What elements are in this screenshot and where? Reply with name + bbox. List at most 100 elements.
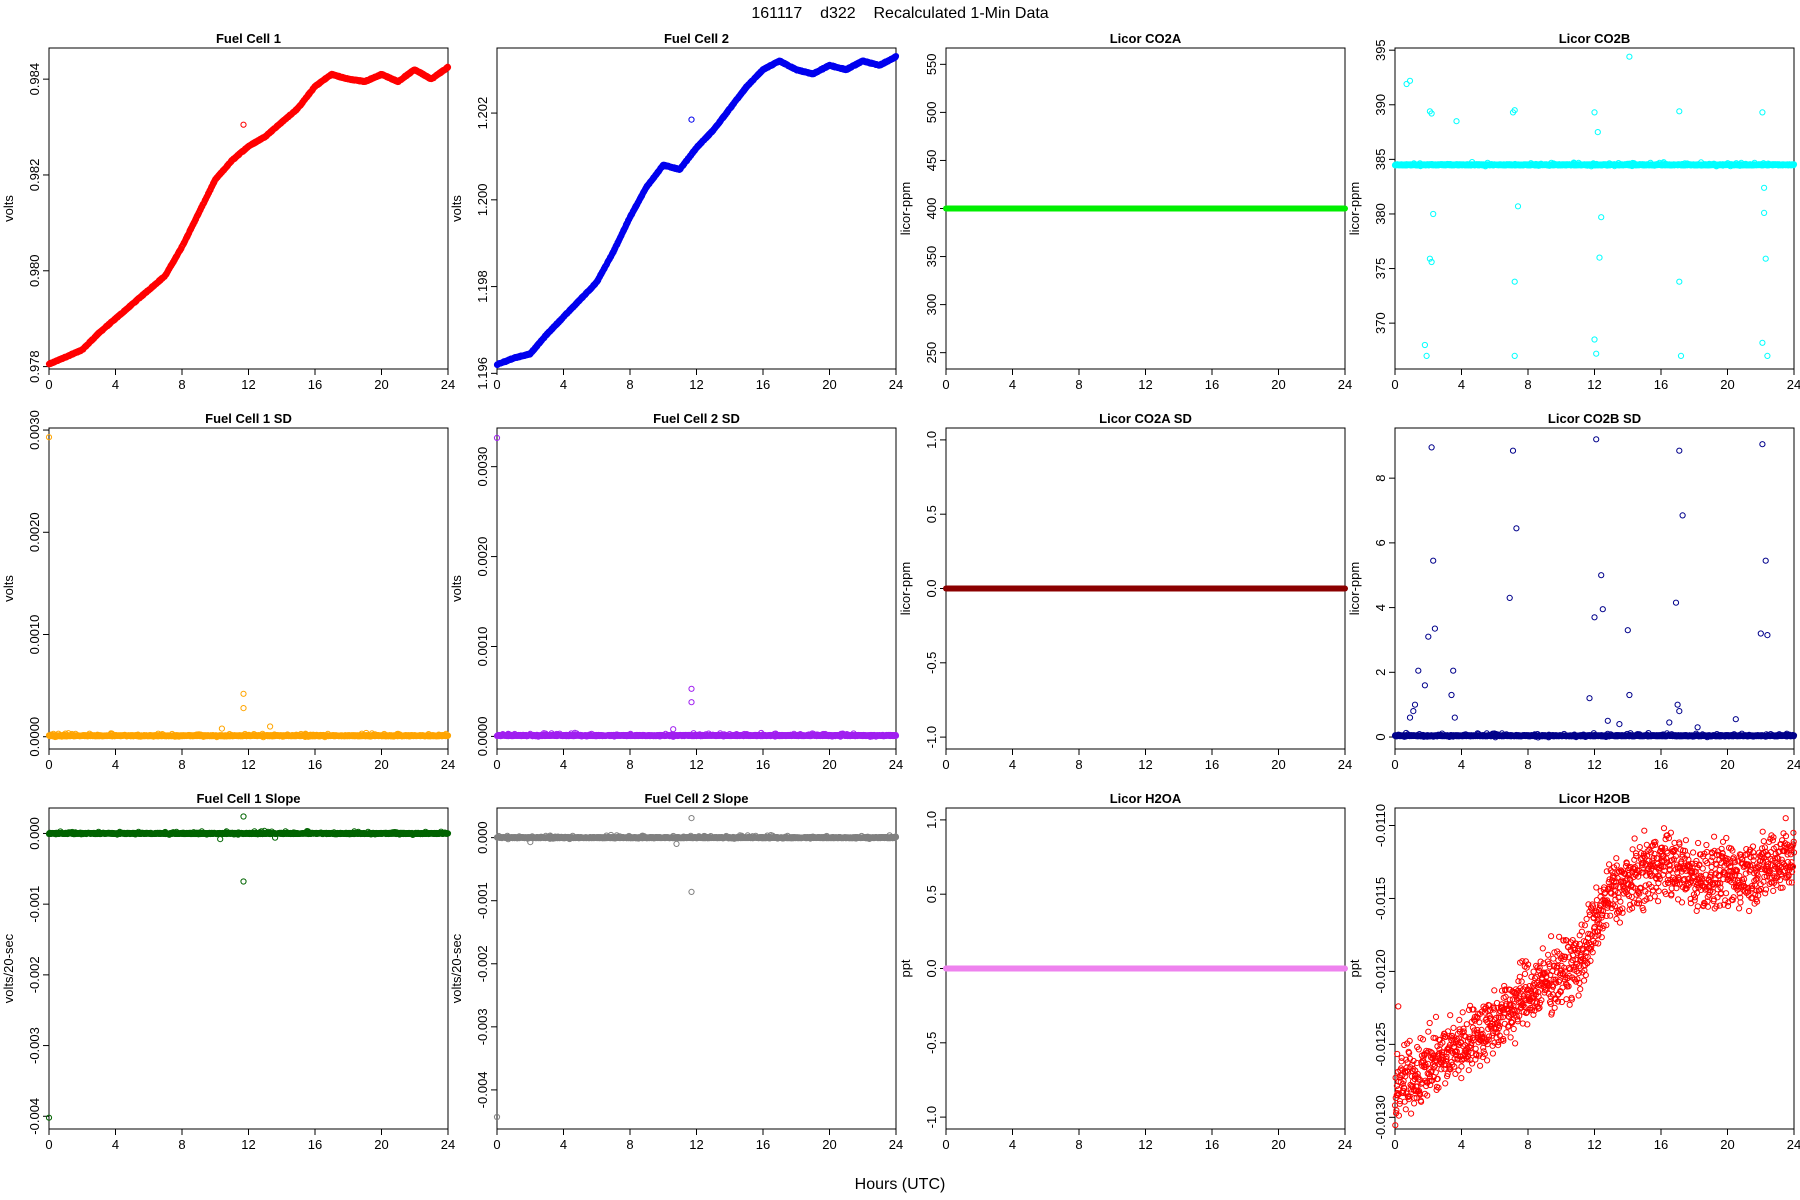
outlier-point — [1594, 129, 1601, 136]
y-tick-label: 390 — [1373, 94, 1388, 116]
x-tick-label: 4 — [560, 377, 567, 392]
x-tick-label: 8 — [1075, 377, 1082, 392]
data-points — [493, 53, 900, 369]
y-tick-label: 375 — [1373, 258, 1388, 280]
panel-grid: Fuel Cell 1 volts 0 4 8 12 16 20 24 0.978 0.980 0.9… — [1, 31, 1800, 1152]
x-tick-label: 20 — [822, 377, 836, 392]
y-tick-label: 1.198 — [475, 270, 490, 303]
x-tick-label: 24 — [1787, 377, 1800, 392]
panel-3: Licor CO2A licor-ppm 0 4 8 12 16 20 24 250 300 350 4… — [898, 31, 1352, 392]
outlier-point — [240, 121, 247, 128]
y-tick-label: 0.978 — [27, 350, 42, 383]
outlier-point — [1511, 352, 1518, 359]
x-tick-label: 12 — [1587, 377, 1601, 392]
x-tick-label: 8 — [1524, 377, 1531, 392]
panel-title: Licor CO2A — [1110, 31, 1182, 46]
x-tick-label: 24 — [1338, 377, 1352, 392]
data-points — [45, 434, 452, 741]
panel-title: Fuel Cell 1 — [216, 31, 281, 46]
y-tick-label: 370 — [1373, 312, 1388, 334]
outlier-point — [1406, 77, 1414, 84]
y-tick-label: 380 — [1373, 203, 1388, 225]
outlier-point — [1759, 339, 1766, 346]
y-tick-label: 395 — [1373, 39, 1388, 61]
outlier-point — [1762, 255, 1769, 262]
x-tick-label: 16 — [308, 377, 322, 392]
x-tick-label: 4 — [112, 757, 119, 772]
outlier-point — [1593, 350, 1600, 357]
x-tick-label: 0 — [1391, 377, 1398, 392]
x-tick-label: 16 — [1654, 377, 1668, 392]
y-tick-label: 350 — [924, 246, 939, 268]
y-tick-label: 1.200 — [475, 184, 490, 217]
outlier-point — [1676, 108, 1683, 115]
x-tick-label: 0 — [45, 377, 52, 392]
x-tick-label: 16 — [308, 757, 322, 772]
outlier-point — [1423, 352, 1430, 359]
x-tick-label: 24 — [889, 377, 903, 392]
x-tick-label: 20 — [1271, 377, 1285, 392]
outlier-point — [1591, 336, 1598, 343]
y-tick-label: 0.980 — [27, 255, 42, 288]
panel-title: Licor CO2B — [1559, 31, 1631, 46]
y-tick-label: 550 — [924, 53, 939, 75]
y-tick-label: 0.0010 — [27, 615, 42, 655]
y-tick-label: 1.196 — [475, 357, 490, 390]
plot-frame — [1394, 47, 1795, 370]
x-tick-label: 24 — [441, 757, 455, 772]
y-tick-label: 450 — [924, 150, 939, 172]
outlier-point — [1759, 109, 1766, 116]
data-point — [444, 64, 452, 71]
figure-title: 161117 d322 Recalculated 1-Min Data — [751, 5, 1048, 22]
x-tick-label: 8 — [178, 757, 185, 772]
panel-title: Fuel Cell 2 — [664, 31, 729, 46]
y-tick-label: 385 — [1373, 149, 1388, 171]
outlier-point — [1626, 53, 1633, 60]
y-tick-label: 300 — [924, 294, 939, 316]
y-axis-label: licor-ppm — [898, 182, 913, 235]
outlier-point — [1591, 109, 1598, 116]
outlier-point — [1676, 278, 1683, 285]
x-tick-label: 8 — [626, 377, 633, 392]
y-axis-label: licor-ppm — [1347, 182, 1362, 235]
x-tick-label: 12 — [1138, 377, 1152, 392]
outlier-point — [1677, 352, 1685, 359]
y-tick-label: 0.0000 — [27, 717, 42, 757]
x-tick-label: 16 — [1205, 377, 1219, 392]
y-tick-label: 500 — [924, 102, 939, 124]
outlier-point — [1514, 203, 1522, 210]
x-tick-label: 4 — [1009, 377, 1016, 392]
x-tick-label: 12 — [689, 377, 703, 392]
x-tick-label: 4 — [1458, 377, 1465, 392]
outlier-point — [1421, 341, 1429, 349]
x-tick-label: 24 — [441, 377, 455, 392]
y-tick-label: 0.0030 — [27, 410, 42, 450]
x-tick-label: 0 — [493, 377, 500, 392]
x-tick-label: 8 — [178, 377, 185, 392]
data-points — [1391, 53, 1798, 359]
panel-title: Fuel Cell 1 SD — [205, 411, 292, 426]
outlier-point — [1403, 80, 1410, 88]
y-tick-label: 250 — [924, 342, 939, 364]
x-tick-label: 4 — [112, 377, 119, 392]
y-tick-label: 400 — [924, 198, 939, 220]
x-tick-label: 0 — [942, 377, 949, 392]
x-tick-label: 12 — [241, 377, 255, 392]
outlier-point — [1598, 214, 1605, 221]
y-axis-label: volts — [1, 195, 16, 222]
outlier-point — [1453, 118, 1460, 125]
x-tick-label: 12 — [241, 757, 255, 772]
figure-xlabel: Hours (UTC) — [855, 1176, 946, 1193]
y-tick-label: 0.984 — [27, 63, 42, 96]
outlier-point — [1761, 184, 1768, 191]
x-tick-label: 16 — [756, 377, 770, 392]
outlier-point — [1764, 352, 1771, 359]
outlier-point — [688, 116, 695, 123]
x-tick-label: 20 — [374, 757, 388, 772]
outlier-point — [1761, 209, 1768, 216]
